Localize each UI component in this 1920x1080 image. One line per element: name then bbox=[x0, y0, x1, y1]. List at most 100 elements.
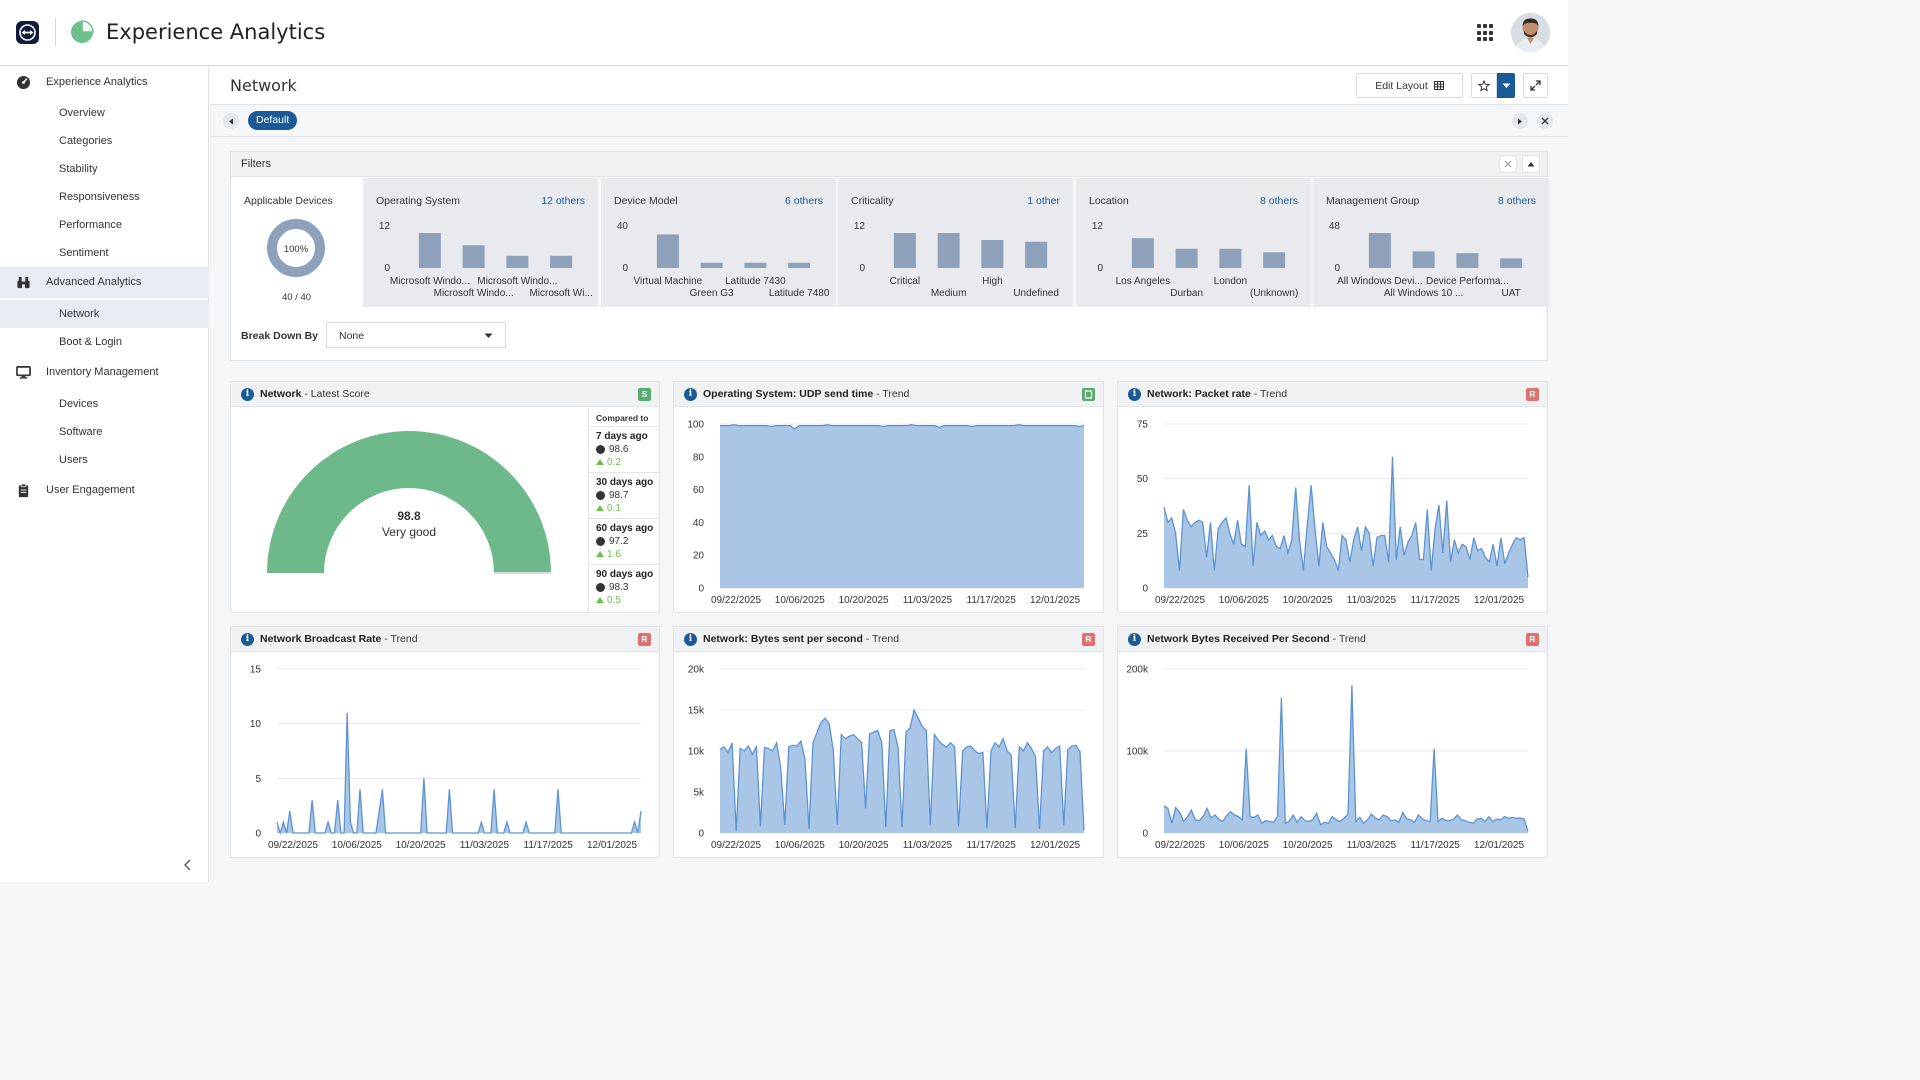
info-icon[interactable]: i bbox=[241, 388, 254, 401]
sidebar-group-user-engagement[interactable]: User Engagement bbox=[0, 475, 209, 506]
filter-bar-chart: 12 0 Los Angeles London Durban (Unknown) bbox=[1092, 221, 1298, 299]
filter-bar[interactable] bbox=[700, 262, 723, 268]
filter-bar[interactable] bbox=[1500, 258, 1523, 268]
tab-default[interactable]: Default bbox=[248, 111, 298, 130]
sidebar-group-experience-analytics[interactable]: Experience Analytics bbox=[0, 67, 209, 98]
filter-bar[interactable] bbox=[1412, 251, 1435, 268]
y-tick-label: 0 bbox=[384, 263, 390, 274]
filter-card-management-group[interactable]: 48 0 All Windows Devi... Device Performa...… bbox=[1313, 178, 1549, 307]
filter-card-others-link[interactable]: 8 others bbox=[1260, 195, 1298, 207]
filter-card-title: Operating System bbox=[376, 195, 461, 207]
close-tab-icon[interactable] bbox=[1537, 113, 1553, 129]
y-tick-label: 40 bbox=[693, 518, 705, 529]
filter-bar[interactable] bbox=[656, 234, 679, 268]
filter-card-others-link[interactable]: 6 others bbox=[785, 195, 823, 207]
sidebar-item-categories[interactable]: Categories bbox=[0, 127, 209, 155]
y-tick-label: 75 bbox=[1137, 420, 1149, 431]
favorite-star-icon[interactable] bbox=[1471, 73, 1497, 98]
x-tick-label: High bbox=[982, 276, 1003, 287]
filter-card-operating-system[interactable]: 12 0 Microsoft Windo... Microsoft Windo... M… bbox=[363, 178, 600, 307]
collapse-sidebar-chevron-left-icon[interactable] bbox=[181, 858, 195, 872]
filter-bar[interactable] bbox=[506, 255, 529, 268]
teamviewer-logo[interactable] bbox=[16, 21, 39, 44]
sidebar-item-users[interactable]: Users bbox=[0, 446, 209, 474]
sidebar-item-sentiment[interactable]: Sentiment bbox=[0, 239, 209, 267]
filter-bar[interactable] bbox=[1175, 248, 1198, 268]
user-avatar[interactable] bbox=[1511, 13, 1550, 52]
info-icon[interactable]: i bbox=[1128, 388, 1141, 401]
series-line bbox=[720, 424, 1085, 430]
filter-bar[interactable] bbox=[893, 233, 916, 268]
x-tick-label: 11/03/2025 bbox=[903, 595, 953, 606]
collapse-filters-caret-up-icon[interactable] bbox=[1522, 155, 1540, 173]
widget-type-badge: R bbox=[1526, 633, 1539, 646]
y-tick-label: 20k bbox=[688, 665, 705, 676]
y-tick-label: 0 bbox=[1142, 829, 1148, 840]
series-line bbox=[276, 712, 642, 836]
series-area bbox=[720, 424, 1084, 588]
info-icon[interactable]: i bbox=[684, 633, 697, 646]
sidebar-item-software[interactable]: Software bbox=[0, 418, 209, 446]
filter-card-device-model[interactable]: 40 0 Virtual Machine Latitude 7430 Green G3 L… bbox=[601, 178, 838, 307]
sidebar-item-network[interactable]: Network bbox=[0, 300, 209, 328]
filter-bar[interactable] bbox=[1368, 233, 1391, 268]
filter-card-others-link[interactable]: 1 other bbox=[1027, 195, 1060, 207]
widget-bytes-received-trend: i Network Bytes Received Per Second - Tr… bbox=[1117, 626, 1548, 858]
sidebar-item-devices[interactable]: Devices bbox=[0, 390, 209, 418]
sidebar-item-stability[interactable]: Stability bbox=[0, 155, 209, 183]
applicable-devices-title: Applicable Devices bbox=[244, 195, 333, 207]
filter-bar[interactable] bbox=[1219, 248, 1242, 268]
x-tick-label: All Windows 10 ... bbox=[1384, 288, 1463, 299]
y-tick-label: 0 bbox=[859, 263, 865, 274]
sidebar-group-advanced-analytics[interactable]: Advanced Analytics bbox=[0, 267, 209, 298]
widget-body: 0 20 40 60 80 100 09/22/2025 10/06/2025 10/20/20… bbox=[674, 408, 1103, 612]
filter-bar[interactable] bbox=[1263, 252, 1286, 268]
filter-bar[interactable] bbox=[744, 262, 767, 268]
y-tick-label: 100k bbox=[1126, 747, 1149, 758]
applicable-devices-card[interactable]: Applicable Devices 100% 40 / 40 bbox=[231, 178, 362, 308]
y-tick-label: 12 bbox=[379, 221, 391, 232]
widget-body: 0 5 10 15 09/22/2025 10/06/2025 10/20/2025 11/0… bbox=[231, 653, 659, 857]
info-icon[interactable]: i bbox=[684, 388, 697, 401]
tabs-scroll-left-caret-icon[interactable] bbox=[223, 113, 239, 129]
filter-card-others-link[interactable]: 12 others bbox=[541, 195, 585, 207]
filter-bar[interactable] bbox=[937, 233, 960, 268]
sidebar-item-overview[interactable]: Overview bbox=[0, 99, 209, 127]
filter-card-criticality[interactable]: 12 0 Critical High Medium Undefined Criticali… bbox=[838, 178, 1075, 307]
filter-bar[interactable] bbox=[550, 255, 573, 268]
y-tick-label: 12 bbox=[854, 221, 866, 232]
y-tick-label: 20 bbox=[693, 551, 705, 562]
sidebar-group-inventory-management[interactable]: Inventory Management bbox=[0, 357, 209, 388]
y-tick-label: 5k bbox=[693, 788, 705, 799]
tabs-scroll-right-caret-icon[interactable] bbox=[1512, 113, 1528, 129]
filter-bar[interactable] bbox=[981, 240, 1004, 268]
filter-bar[interactable] bbox=[1025, 241, 1048, 268]
edit-layout-button[interactable]: Edit Layout bbox=[1356, 73, 1463, 98]
filter-bar[interactable] bbox=[462, 245, 485, 268]
sidebar-item-responsiveness[interactable]: Responsiveness bbox=[0, 183, 209, 211]
sidebar-item-boot-login[interactable]: Boot & Login bbox=[0, 328, 209, 356]
filter-bar[interactable] bbox=[418, 233, 441, 268]
filter-bar[interactable] bbox=[1131, 238, 1154, 268]
series-area bbox=[720, 710, 1084, 833]
widget-title: Network Bytes Received Per Second - Tren… bbox=[1147, 633, 1366, 645]
filter-card-location[interactable]: 12 0 Los Angeles London Durban (Unknown) Loca… bbox=[1076, 178, 1313, 307]
apps-grid-icon[interactable] bbox=[1477, 24, 1495, 42]
filter-bar[interactable] bbox=[788, 262, 811, 268]
donut-percent: 100% bbox=[284, 244, 309, 255]
page-title: Network bbox=[230, 76, 297, 95]
break-down-by-select[interactable]: None bbox=[326, 322, 506, 348]
filter-card-others-link[interactable]: 8 others bbox=[1498, 195, 1536, 207]
break-down-by-label: Break Down By bbox=[241, 330, 319, 342]
info-icon[interactable]: i bbox=[241, 633, 254, 646]
y-tick-label: 0 bbox=[255, 829, 261, 840]
sidebar-item-label: Sentiment bbox=[59, 247, 109, 259]
sidebar-item-performance[interactable]: Performance bbox=[0, 211, 209, 239]
filter-bar[interactable] bbox=[1456, 253, 1479, 268]
clear-filters-close-icon[interactable] bbox=[1499, 155, 1517, 173]
favorites-dropdown-chevron-down-icon[interactable] bbox=[1497, 73, 1515, 98]
info-icon[interactable]: i bbox=[1128, 633, 1141, 646]
fullscreen-expand-icon[interactable] bbox=[1523, 73, 1548, 98]
gauge-icon bbox=[16, 75, 31, 90]
